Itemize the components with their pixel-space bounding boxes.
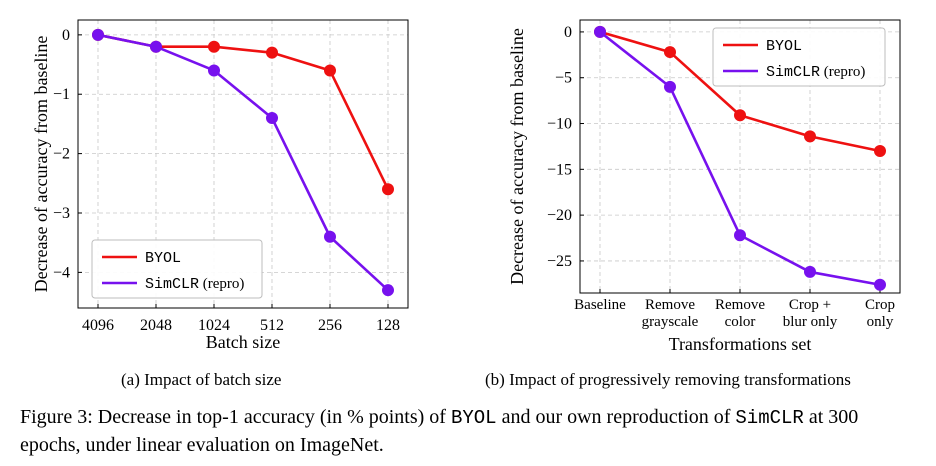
legend-label: BYOL bbox=[145, 250, 181, 267]
x-tick-label: 1024 bbox=[198, 317, 230, 334]
x-tick-label: grayscale bbox=[642, 314, 699, 330]
chart-batch-size: 0 −1 −2 −3 −4 4096 2048 1024 512 256 128 Batch size… bbox=[31, 19, 409, 352]
y-axis-label: Decrease of accuracy from baseline bbox=[31, 36, 51, 293]
x-tick-label: Baseline bbox=[574, 297, 626, 313]
data-point bbox=[804, 130, 816, 143]
y-tick-label: −20 bbox=[547, 207, 572, 224]
x-tick-label: 256 bbox=[318, 317, 342, 334]
x-tick-label: Crop + bbox=[789, 297, 831, 313]
caption-byol: BYOL bbox=[450, 407, 497, 429]
data-point bbox=[208, 40, 220, 53]
data-point bbox=[266, 46, 278, 59]
x-tick-label: 2048 bbox=[140, 317, 172, 334]
data-point bbox=[382, 183, 394, 196]
series-line bbox=[97, 33, 390, 190]
data-point bbox=[664, 46, 676, 59]
data-point bbox=[150, 40, 162, 53]
y-tick-label: −1 bbox=[53, 86, 70, 103]
data-point bbox=[874, 278, 886, 291]
subcaption-b: (b) Impact of progressively removing tra… bbox=[485, 370, 851, 389]
data-point bbox=[874, 145, 886, 158]
legend-label: SimCLR (repro) bbox=[145, 276, 244, 293]
x-tick-label: Remove bbox=[715, 297, 765, 313]
subcaption-a: (a) Impact of batch size bbox=[121, 370, 282, 389]
y-tick-label: −5 bbox=[555, 70, 572, 87]
data-point bbox=[266, 111, 278, 124]
data-point bbox=[324, 230, 336, 243]
plot-frame bbox=[77, 19, 409, 309]
x-tick-label: blur only bbox=[783, 314, 838, 330]
x-tick-label: 4096 bbox=[82, 317, 114, 334]
data-point bbox=[208, 64, 220, 77]
x-tick-label: Remove bbox=[645, 297, 695, 313]
x-tick-label: color bbox=[725, 314, 756, 330]
data-point bbox=[382, 284, 394, 297]
legend-label: BYOL bbox=[766, 38, 802, 55]
x-tick-label: 512 bbox=[260, 317, 284, 334]
y-tick-label: −10 bbox=[547, 116, 572, 133]
y-tick-label: −25 bbox=[547, 253, 572, 270]
series-line bbox=[97, 33, 389, 292]
data-point bbox=[734, 109, 746, 122]
caption-middle: and our own reproduction of bbox=[496, 406, 736, 428]
data-point bbox=[804, 265, 816, 278]
data-point bbox=[594, 25, 606, 38]
y-tick-label: −4 bbox=[53, 264, 70, 281]
data-point bbox=[664, 80, 676, 93]
y-tick-label: 0 bbox=[564, 24, 572, 41]
caption-simclr: SimCLR bbox=[735, 407, 804, 429]
figure-caption: Figure 3: Decrease in top-1 accuracy (in… bbox=[20, 404, 920, 459]
caption-suffix: at 300 epochs, under linear evaluation o… bbox=[20, 406, 859, 456]
legend-label: SimCLR (repro) bbox=[766, 64, 865, 81]
y-tick-label: −15 bbox=[547, 161, 572, 178]
x-axis-label: Transformations set bbox=[669, 334, 812, 354]
x-axis-label: Batch size bbox=[206, 332, 280, 352]
caption-prefix: Figure 3: Decrease in top-1 accuracy (in… bbox=[20, 406, 451, 428]
x-tick-label: 128 bbox=[376, 317, 400, 334]
data-point bbox=[324, 64, 336, 77]
y-tick-label: 0 bbox=[62, 27, 70, 44]
x-tick-label: only bbox=[867, 314, 894, 330]
data-point bbox=[92, 28, 104, 41]
x-tick-label: Crop bbox=[865, 297, 895, 313]
y-axis-label: Decrease of accuracy from baseline bbox=[507, 28, 527, 285]
y-tick-label: −2 bbox=[53, 146, 70, 163]
y-tick-label: −3 bbox=[53, 205, 70, 222]
data-point bbox=[734, 229, 746, 242]
